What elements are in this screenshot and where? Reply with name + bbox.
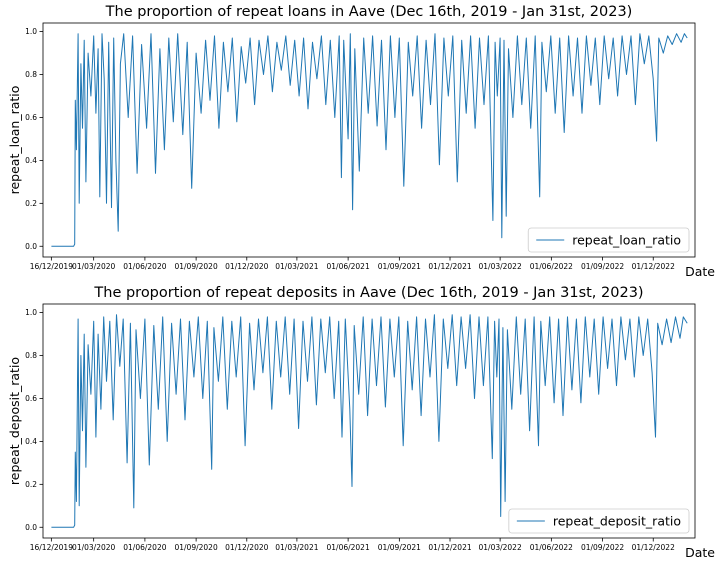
x-tick-label: 01/03/2020: [72, 543, 115, 552]
y-tick-label: 0.4: [25, 156, 37, 165]
y-tick-label: 0.2: [25, 199, 37, 208]
x-tick-label: 01/03/2022: [479, 543, 522, 552]
x-tick-label: 01/06/2022: [530, 543, 573, 552]
y-tick-label: 0.6: [25, 113, 37, 122]
legend-box: [508, 508, 690, 534]
x-axis-label: Date: [685, 264, 715, 279]
legend: repeat_loan_ratio: [527, 227, 690, 253]
x-tick-label: 01/12/2022: [632, 262, 675, 271]
chart-title: The proportion of repeat loans in Aave (…: [105, 4, 633, 20]
legend-box: [527, 227, 690, 253]
y-axis-label: repeat_deposit_ratio: [7, 357, 22, 485]
plot-frame: [42, 303, 696, 539]
x-tick-label: 01/06/2020: [123, 543, 166, 552]
legend: repeat_deposit_ratio: [508, 508, 690, 534]
x-tick-label: 01/09/2022: [581, 262, 624, 271]
x-tick-label: 01/09/2020: [174, 543, 217, 552]
x-tick-label: 01/09/2021: [378, 262, 421, 271]
chart-panel: The proportion of repeat deposits in Aav…: [7, 285, 715, 560]
x-tick-label: 16/12/2019: [30, 543, 73, 552]
y-tick-label: 0.4: [25, 437, 37, 446]
x-tick-label: 01/06/2020: [123, 262, 166, 271]
legend-label: repeat_deposit_ratio: [553, 514, 681, 529]
y-axis-label: repeat_loan_ratio: [7, 86, 22, 195]
y-tick-label: 0.8: [25, 351, 37, 360]
x-tick-label: 01/12/2020: [225, 543, 268, 552]
plot-frame: [42, 22, 696, 258]
x-axis-label: Date: [685, 545, 715, 560]
y-tick-label: 0.2: [25, 480, 37, 489]
series-line: [51, 314, 688, 528]
x-tick-label: 01/09/2020: [174, 262, 217, 271]
x-tick-label: 01/03/2021: [275, 262, 318, 271]
x-tick-label: 01/12/2022: [632, 543, 675, 552]
y-tick-label: 0.6: [25, 394, 37, 403]
x-tick-label: 01/06/2021: [327, 262, 370, 271]
x-tick-label: 01/06/2021: [327, 543, 370, 552]
x-tick-label: 16/12/2019: [30, 262, 73, 271]
x-tick-label: 01/12/2021: [428, 543, 471, 552]
y-tick-label: 1.0: [25, 27, 37, 36]
x-tick-label: 01/12/2020: [225, 262, 268, 271]
y-tick-label: 0.0: [25, 242, 37, 251]
chart-panel: The proportion of repeat loans in Aave (…: [7, 4, 715, 279]
y-tick-label: 1.0: [25, 308, 37, 317]
x-tick-label: 01/03/2021: [275, 543, 318, 552]
x-tick-label: 01/06/2022: [530, 262, 573, 271]
legend-label: repeat_loan_ratio: [572, 233, 681, 248]
x-tick-label: 01/03/2022: [479, 262, 522, 271]
y-tick-label: 0.8: [25, 70, 37, 79]
y-tick-label: 0.0: [25, 523, 37, 532]
series-line: [51, 33, 688, 247]
x-tick-label: 01/09/2021: [378, 543, 421, 552]
x-tick-label: 01/03/2020: [72, 262, 115, 271]
x-tick-label: 01/12/2021: [428, 262, 471, 271]
x-tick-label: 01/09/2022: [581, 543, 624, 552]
chart-title: The proportion of repeat deposits in Aav…: [93, 285, 643, 301]
